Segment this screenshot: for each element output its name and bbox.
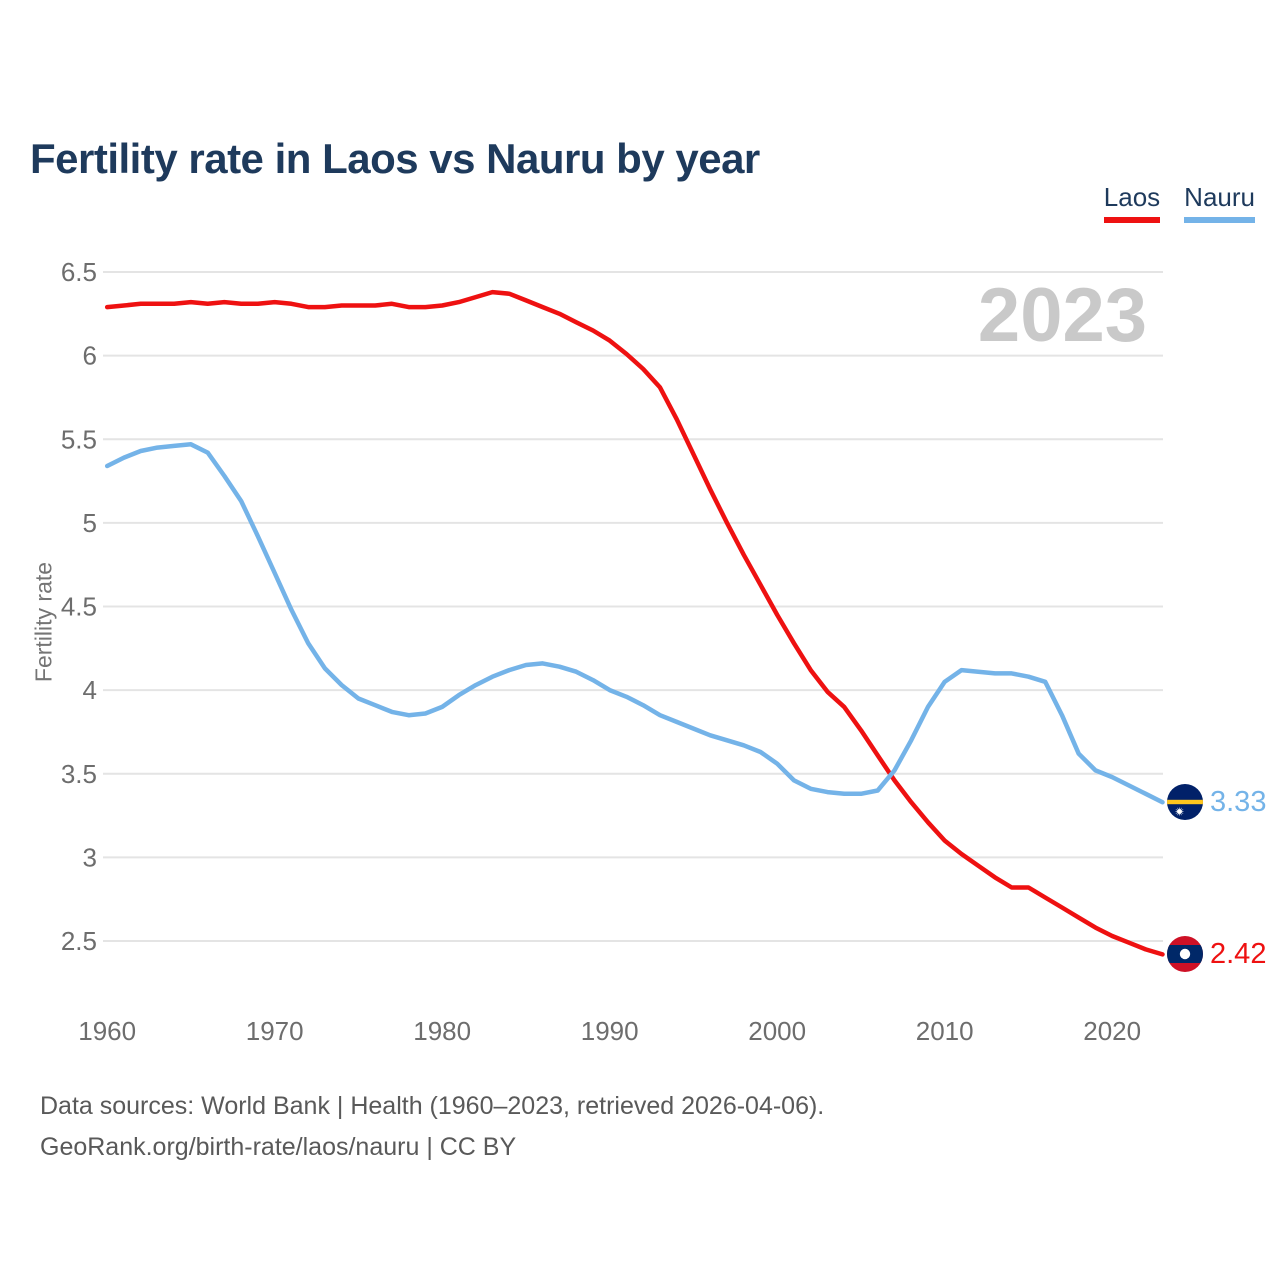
y-tick-label: 3 bbox=[83, 842, 97, 872]
y-tick-label: 3.5 bbox=[61, 759, 97, 789]
x-tick-label: 1960 bbox=[78, 1016, 136, 1046]
nauru-end-label[interactable]: 3.33 bbox=[1165, 782, 1266, 822]
y-tick-label: 5.5 bbox=[61, 424, 97, 454]
x-tick-label: 2020 bbox=[1083, 1016, 1141, 1046]
legend-label-nauru: Nauru bbox=[1184, 182, 1255, 212]
y-tick-label: 2.5 bbox=[61, 926, 97, 956]
y-tick-label: 6.5 bbox=[61, 257, 97, 287]
legend: Laos Nauru bbox=[1103, 182, 1255, 223]
y-tick-label: 6 bbox=[83, 341, 97, 371]
y-tick-label: 5 bbox=[83, 508, 97, 538]
x-tick-label: 1970 bbox=[246, 1016, 304, 1046]
legend-item-nauru[interactable]: Nauru bbox=[1184, 183, 1255, 223]
year-watermark: 2023 bbox=[977, 273, 1147, 358]
laos-flag-icon bbox=[1167, 936, 1203, 973]
x-tick-label: 2010 bbox=[916, 1016, 974, 1046]
footer-attribution-line: GeoRank.org/birth-rate/laos/nauru | CC B… bbox=[40, 1133, 517, 1161]
laos-end-value: 2.42 bbox=[1210, 937, 1267, 970]
footer-sources-line: Data sources: World Bank | Health (1960–… bbox=[40, 1092, 825, 1120]
nauru-flag-icon bbox=[1167, 784, 1203, 821]
x-tick-label: 1980 bbox=[413, 1016, 471, 1046]
legend-label-laos: Laos bbox=[1103, 182, 1161, 212]
legend-item-laos[interactable]: Laos bbox=[1103, 182, 1161, 223]
footer: Data sources: World Bank | Health (1960–… bbox=[40, 1086, 824, 1168]
nauru-end-value: 3.33 bbox=[1210, 785, 1267, 818]
x-tick-label: 1990 bbox=[581, 1016, 639, 1046]
laos-end-label[interactable]: 2.42 bbox=[1165, 934, 1266, 974]
chart-title: Fertility rate in Laos vs Nauru by year bbox=[30, 135, 760, 183]
x-tick-label: 2000 bbox=[748, 1016, 806, 1046]
nauru-line[interactable] bbox=[104, 442, 1165, 805]
laos-line[interactable] bbox=[104, 289, 1165, 957]
y-tick-label: 4.5 bbox=[61, 592, 97, 622]
y-tick-label: 4 bbox=[83, 675, 97, 705]
